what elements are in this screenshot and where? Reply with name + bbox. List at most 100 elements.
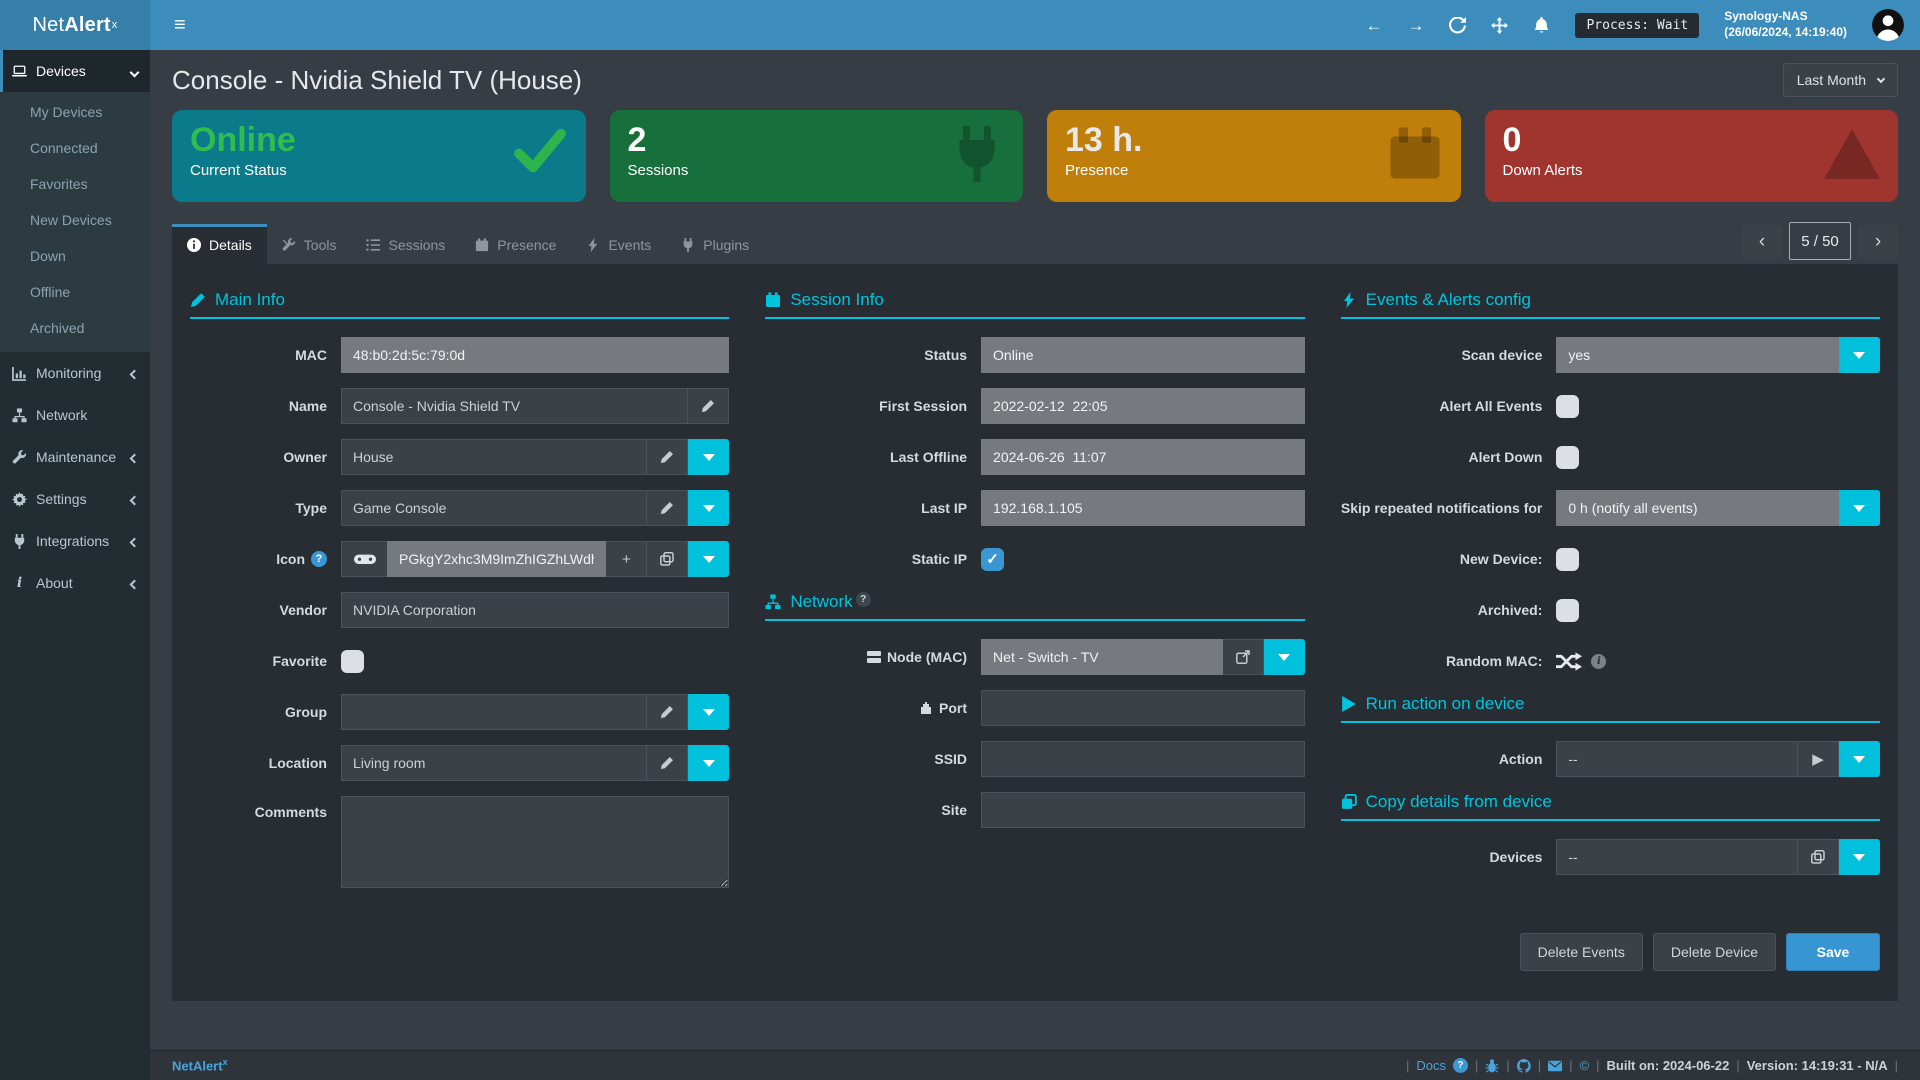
copy-from-device-button[interactable] [1797, 839, 1839, 875]
delete-events-button[interactable]: Delete Events [1519, 933, 1643, 971]
port-field[interactable] [981, 690, 1305, 726]
user-avatar[interactable] [1872, 9, 1904, 41]
skip-notifications-dropdown-button[interactable] [1838, 490, 1880, 526]
random-mac-info-icon[interactable]: i [1591, 653, 1607, 669]
pencil-icon [191, 293, 205, 307]
site-field[interactable] [981, 792, 1305, 828]
tab-plugins-label: Plugins [703, 237, 750, 253]
alert-all-events-label: Alert All Events [1439, 398, 1543, 414]
sidebar-item-favorites[interactable]: Favorites [30, 176, 88, 192]
sidebar-item-archived[interactable]: Archived [30, 320, 85, 336]
back-arrow-icon[interactable]: ← [1365, 15, 1383, 35]
vendor-field[interactable] [341, 592, 730, 628]
new-device-checkbox[interactable] [1556, 547, 1580, 571]
build-date: Built on: 2024-06-22 [1606, 1058, 1730, 1073]
owner-field[interactable] [341, 439, 648, 475]
prev-device-button[interactable]: ‹ [1742, 224, 1782, 258]
sidebar-monitoring-label: Monitoring [36, 365, 102, 381]
copy-icon-button[interactable] [647, 541, 689, 577]
ssid-field[interactable] [981, 741, 1305, 777]
edit-type-button[interactable] [647, 490, 689, 526]
edit-group-button[interactable] [647, 694, 689, 730]
action-select[interactable]: -- [1556, 741, 1798, 777]
sidebar-item-settings[interactable]: Settings [0, 478, 150, 520]
tab-presence[interactable]: Presence [460, 224, 571, 264]
skip-notifications-select[interactable]: 0 h (notify all events) [1556, 490, 1839, 526]
docs-link[interactable]: Docs [1416, 1058, 1446, 1073]
footer-brand-link[interactable]: NetAlertx [172, 1057, 228, 1074]
sidebar-item-my-devices[interactable]: My Devices [30, 104, 103, 120]
gamepad-icon [353, 554, 376, 564]
comments-textarea[interactable] [341, 796, 730, 888]
github-icon[interactable] [1516, 1058, 1531, 1073]
alert-down-checkbox[interactable] [1556, 445, 1580, 469]
node-dropdown-button[interactable] [1263, 639, 1305, 675]
next-device-button[interactable]: › [1858, 224, 1898, 258]
laptop-icon [12, 65, 27, 77]
open-node-button[interactable] [1222, 639, 1264, 675]
delete-device-button[interactable]: Delete Device [1652, 933, 1776, 971]
move-arrows-icon[interactable] [1491, 16, 1509, 34]
add-icon-button[interactable]: + [606, 541, 648, 577]
action-dropdown-button[interactable] [1838, 741, 1880, 777]
tab-details-label: Details [209, 237, 252, 253]
devices-dropdown-button[interactable] [1838, 839, 1880, 875]
sidebar-item-devices[interactable]: Devices [0, 50, 150, 92]
tab-sessions[interactable]: Sessions [351, 224, 460, 264]
location-field[interactable] [341, 745, 648, 781]
period-select[interactable]: Last Month [1782, 63, 1898, 97]
scan-device-select[interactable]: yes [1556, 337, 1839, 373]
type-field[interactable] [341, 490, 648, 526]
static-ip-checkbox[interactable]: ✓ [981, 547, 1005, 571]
hamburger-menu-icon[interactable]: ≡ [174, 13, 186, 36]
icon-dropdown-button[interactable] [688, 541, 730, 577]
sidebar-item-maintenance[interactable]: Maintenance [0, 436, 150, 478]
name-field[interactable] [341, 388, 689, 424]
type-dropdown-button[interactable] [688, 490, 730, 526]
edit-name-button[interactable] [688, 388, 730, 424]
copyright-icon[interactable]: © [1579, 1058, 1590, 1073]
scan-device-dropdown-button[interactable] [1838, 337, 1880, 373]
brand-alert: Alert [64, 13, 111, 36]
owner-dropdown-button[interactable] [688, 439, 730, 475]
sidebar-item-offline[interactable]: Offline [30, 284, 71, 300]
brand-logo[interactable]: Net Alert x [0, 0, 150, 50]
edit-location-button[interactable] [647, 745, 689, 781]
refresh-icon[interactable] [1449, 16, 1467, 34]
run-action-button[interactable]: ▶ [1797, 741, 1839, 777]
devices-select[interactable]: -- [1556, 839, 1798, 875]
location-dropdown-button[interactable] [688, 745, 730, 781]
sidebar-item-connected[interactable]: Connected [30, 140, 98, 156]
favorite-checkbox[interactable] [341, 649, 364, 673]
plug-icon [14, 533, 25, 549]
bolt-icon [1343, 292, 1354, 308]
card-presence-label: Presence [1065, 162, 1129, 180]
sidebar-item-new-devices[interactable]: New Devices [30, 212, 112, 228]
edit-owner-button[interactable] [647, 439, 689, 475]
sidebar-item-network[interactable]: Network [0, 394, 150, 436]
sidebar-item-down[interactable]: Down [30, 248, 66, 264]
tab-details[interactable]: Details [172, 224, 267, 264]
sidebar-item-monitoring[interactable]: Monitoring [0, 352, 150, 394]
tab-events[interactable]: Events [571, 224, 666, 264]
archived-checkbox[interactable] [1556, 598, 1580, 622]
group-field[interactable] [341, 694, 648, 730]
tab-plugins[interactable]: Plugins [666, 224, 764, 264]
tab-tools[interactable]: Tools [267, 224, 352, 264]
caret-down-icon [702, 453, 715, 461]
events-actions-column: Events & Alerts config Scan device yes A… [1340, 290, 1880, 971]
alert-all-events-checkbox[interactable] [1556, 394, 1580, 418]
save-button[interactable]: Save [1785, 933, 1880, 971]
chevron-left-icon [129, 365, 140, 381]
sidebar-item-integrations[interactable]: Integrations [0, 520, 150, 562]
card-down-alerts-label: Down Alerts [1502, 162, 1583, 180]
sidebar-item-about[interactable]: i About [0, 562, 150, 604]
help-question-icon[interactable]: ? [1452, 1058, 1468, 1073]
bell-icon[interactable] [1533, 16, 1550, 34]
forward-arrow-icon[interactable]: → [1407, 15, 1425, 35]
network-help-icon[interactable]: ? [855, 592, 871, 607]
bug-report-icon[interactable] [1485, 1058, 1500, 1073]
icon-help-icon[interactable]: ? [311, 551, 327, 567]
group-dropdown-button[interactable] [688, 694, 730, 730]
email-icon[interactable] [1548, 1059, 1563, 1073]
